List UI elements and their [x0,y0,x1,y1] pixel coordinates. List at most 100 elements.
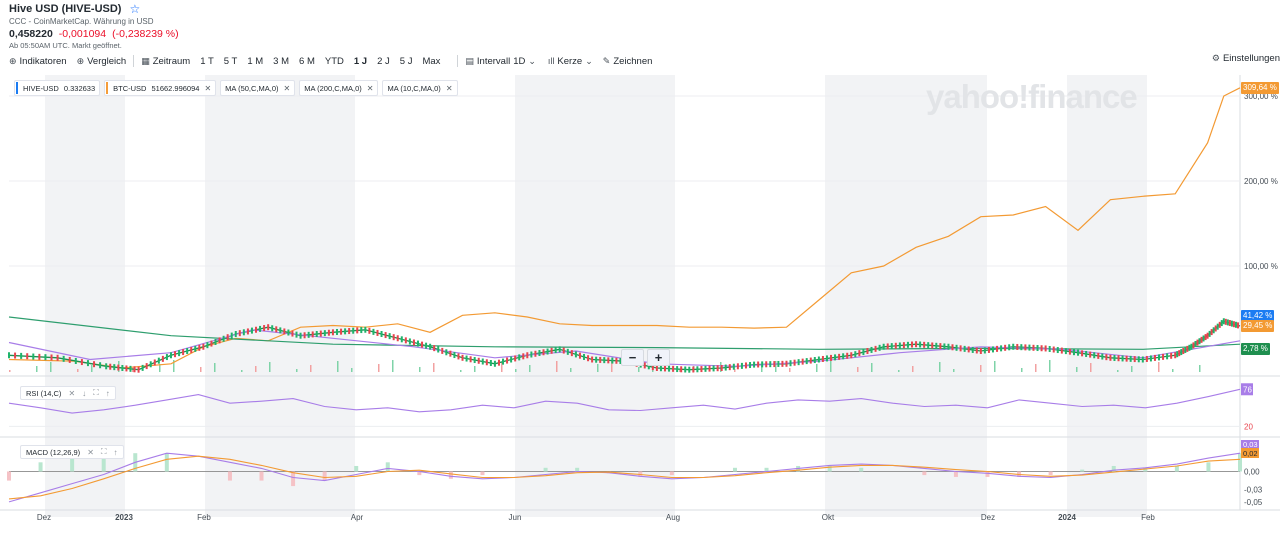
y-tick-label: 200,00 % [1244,177,1278,186]
candle [384,332,387,339]
arrow-up-icon[interactable]: ↑ [113,447,118,457]
candle [518,354,521,361]
candle [643,362,646,369]
volume-bar [1131,366,1133,372]
range-ytd[interactable]: YTD [324,55,344,67]
range-6m[interactable]: 6 M [299,55,315,67]
candle [728,364,731,371]
candle [44,354,47,361]
period-band [205,75,355,517]
candle [1072,349,1075,356]
candle [1220,320,1223,327]
draw-button[interactable]: ✎ Zeichnen [603,56,653,67]
candle [530,351,533,358]
close-icon[interactable]: ✕ [283,83,291,93]
candle [1176,351,1179,358]
range-1j[interactable]: 1 J [353,55,368,67]
range-max[interactable]: Max [422,55,441,67]
macd-histogram-bar [227,471,232,481]
candle [255,326,258,333]
series-line [8,87,1241,369]
candle [898,342,901,349]
volume-bar [214,363,216,372]
candle [878,344,881,351]
candle [951,344,954,351]
star-icon[interactable]: ☆ [129,2,141,16]
range-5t[interactable]: 5 T [223,55,238,67]
arrow-down-icon[interactable]: ↓ [82,388,87,398]
candle [121,365,124,371]
zoom-out-button[interactable]: − [621,349,644,366]
series-chip[interactable]: MA (200,C,MA,0) ✕ [299,80,379,96]
candle [663,365,666,372]
candle [570,350,573,357]
range-5j[interactable]: 5 J [399,55,413,67]
interval-button[interactable]: ▤ Intervall 1D ⌄ [465,56,535,67]
candle [1208,330,1211,337]
draw-label: Zeichnen [613,55,653,67]
volume-bar [9,370,11,372]
candle [834,354,837,361]
candle [672,365,675,372]
series-chip[interactable]: HIVE-USD 0.332633 [14,80,101,96]
candle [846,352,849,359]
candle [562,347,565,354]
compare-button[interactable]: ⊕ Vergleich [77,56,127,67]
expand-icon[interactable]: ⛶ [100,447,107,456]
candle [886,343,889,350]
candle [392,334,395,341]
close-icon[interactable]: ✕ [204,83,212,93]
expand-icon[interactable]: ⛶ [93,388,99,397]
macd-histogram-bar [354,465,359,472]
macd-histogram-bar [38,462,43,472]
candle [1036,345,1039,352]
calendar-icon: ▤ [465,55,474,66]
candle [129,365,132,372]
macd-histogram-bar [480,471,485,476]
range-3m[interactable]: 3 M [273,55,290,67]
close-icon[interactable]: ✕ [366,83,374,93]
indicators-button[interactable]: ⊕ Indikatoren [9,56,67,67]
candle [749,362,752,369]
candle [915,341,918,348]
range-1t[interactable]: 1 T [200,55,214,67]
candle [773,361,776,368]
chart-type-button[interactable]: ıll Kerze ⌄ [548,56,593,67]
period-button[interactable]: ▦ Zeitraum [141,56,190,67]
candle [1158,354,1161,361]
calendar-icon: ▦ [141,55,150,66]
macd-histogram-bar [543,467,548,472]
volume-bar [1199,365,1201,372]
volume-bar [789,368,791,372]
candle [105,363,108,370]
range-2j[interactable]: 2 J [377,55,390,67]
close-icon[interactable]: ✕ [87,447,94,457]
close-icon[interactable]: ✕ [445,83,453,93]
close-icon[interactable]: ✕ [68,388,76,398]
candle [489,360,492,367]
series-chip[interactable]: BTC-USD 51662.996094 ✕ [104,80,217,96]
candle [1105,354,1108,361]
candle [113,364,116,371]
candle [1000,345,1003,352]
volume-bar [378,364,380,372]
range-selector: 1 T 5 T 1 M 3 M 6 M YTD 1 J 2 J 5 J Max [200,56,450,67]
candle [56,354,59,361]
range-1m[interactable]: 1 M [247,55,264,67]
volume-bar [679,370,681,372]
candle [352,327,355,334]
series-chip[interactable]: MA (10,C,MA,0) ✕ [382,80,458,96]
series-chip[interactable]: MA (50,C,MA,0) ✕ [220,80,296,96]
rsi-line [8,388,1241,414]
candle [1048,345,1051,352]
candle [453,352,456,359]
candle [287,329,290,336]
price-change-percent: (-0,238239 %) [112,28,179,40]
candle [161,355,164,362]
candle [967,346,970,353]
zoom-in-button[interactable]: + [647,349,670,366]
candle [1232,321,1235,328]
arrow-up-icon[interactable]: ↑ [105,388,110,398]
settings-button[interactable]: ⚙ Einstellungen [1212,53,1280,64]
